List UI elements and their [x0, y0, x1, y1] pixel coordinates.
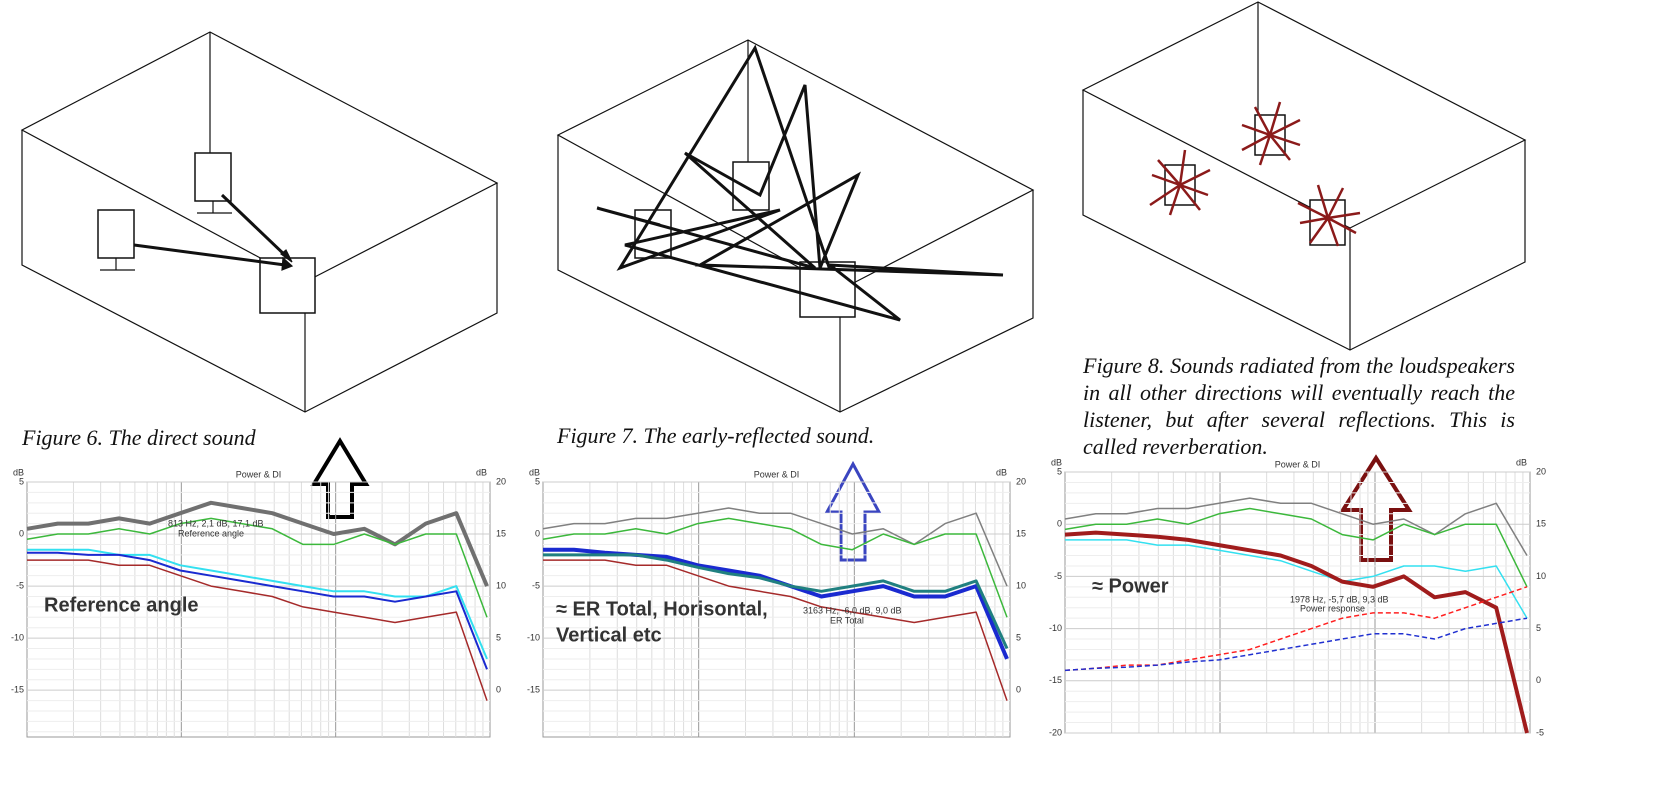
caption: Figure 8. Sounds radiated from the louds… [1083, 353, 1515, 459]
y-tick-label: 5 [1057, 466, 1062, 476]
y-tick-label: 5 [19, 476, 24, 486]
y2-tick-label: 5 [1016, 632, 1021, 642]
y2-axis-label: dB [476, 467, 487, 477]
y2-tick-label: 10 [1536, 571, 1546, 581]
y-tick-label: -15 [11, 685, 24, 695]
y2-tick-label: 0 [496, 685, 501, 695]
room-early-reflected [556, 39, 1035, 413]
series-line [27, 548, 488, 660]
y-tick-label: -20 [1049, 727, 1062, 737]
series-line [26, 517, 488, 618]
y2-tick-label: 0 [1536, 675, 1541, 685]
series-line [542, 517, 1008, 618]
y-tick-label: -15 [527, 685, 540, 695]
y2-tick-label: 0 [1016, 685, 1021, 695]
y-axis-label: dB [1051, 457, 1062, 467]
callout-label: Reference angle [44, 594, 199, 616]
y2-tick-label: 20 [496, 476, 506, 486]
y-axis-label: dB [13, 467, 24, 477]
chart-title: Power & DI [754, 469, 800, 479]
annotation: ER Total [830, 615, 864, 625]
y2-axis-label: dB [1516, 457, 1527, 467]
y2-tick-label: 5 [496, 632, 501, 642]
y-tick-label: 5 [535, 476, 540, 486]
arrow-darkred [1339, 454, 1413, 562]
y2-tick-label: 10 [496, 580, 506, 590]
series-line [1064, 497, 1528, 556]
y2-tick-label: 15 [1016, 528, 1026, 538]
series-line [543, 559, 1008, 701]
y-tick-label: -10 [527, 632, 540, 642]
y2-tick-label: 15 [496, 528, 506, 538]
caption: Figure 6. The direct sound [22, 425, 256, 450]
y2-axis-label: dB [996, 467, 1007, 477]
y2-tick-label: 5 [1536, 623, 1541, 633]
series-line [1064, 530, 1529, 734]
series-line [1065, 539, 1528, 619]
chart-title: Power & DI [236, 469, 282, 479]
y-tick-label: -15 [1049, 675, 1062, 685]
y-tick-label: -10 [1049, 623, 1062, 633]
room-direct [20, 31, 499, 413]
series-line [1064, 507, 1528, 588]
arrow-black [310, 437, 370, 519]
callout-label: ≈ Power [1092, 575, 1169, 597]
annotation: 3163 Hz, -6,0 dB, 9,0 dB [803, 605, 902, 615]
y-axis-label: dB [529, 467, 540, 477]
series-line [543, 553, 1009, 650]
y2-tick-label: 15 [1536, 519, 1546, 529]
y-tick-label: -5 [532, 580, 540, 590]
y-tick-label: 0 [535, 528, 540, 538]
y-tick-label: -10 [11, 632, 24, 642]
annotation: 1978 Hz, -5,7 dB, 9,3 dB [1290, 594, 1389, 604]
y-tick-label: 0 [19, 528, 24, 538]
chart-title: Power & DI [1275, 459, 1321, 469]
series-line [27, 551, 488, 670]
y-tick-label: 0 [1057, 519, 1062, 529]
series-line [1064, 586, 1528, 672]
callout-label: ≈ ER Total, Horisontal, [556, 598, 768, 620]
y2-tick-label: 20 [1536, 466, 1546, 476]
callout-label: Vertical etc [556, 624, 662, 646]
room-reverberation [1081, 1, 1527, 351]
annotation: Reference angle [178, 528, 244, 538]
arrow-blue [824, 460, 882, 562]
caption: Figure 7. The early-reflected sound. [557, 423, 875, 448]
y2-tick-label: -5 [1536, 727, 1544, 737]
y-tick-label: -5 [16, 580, 24, 590]
annotation: 813 Hz, 2,1 dB, 17,1 dB [168, 518, 264, 528]
annotation: Power response [1300, 603, 1365, 613]
series-line [542, 507, 1008, 587]
series-line [27, 559, 488, 701]
y2-tick-label: 20 [1016, 476, 1026, 486]
series-line [26, 500, 489, 587]
y-tick-label: -5 [1054, 571, 1062, 581]
series-line [1064, 617, 1528, 672]
y2-tick-label: 10 [1016, 580, 1026, 590]
